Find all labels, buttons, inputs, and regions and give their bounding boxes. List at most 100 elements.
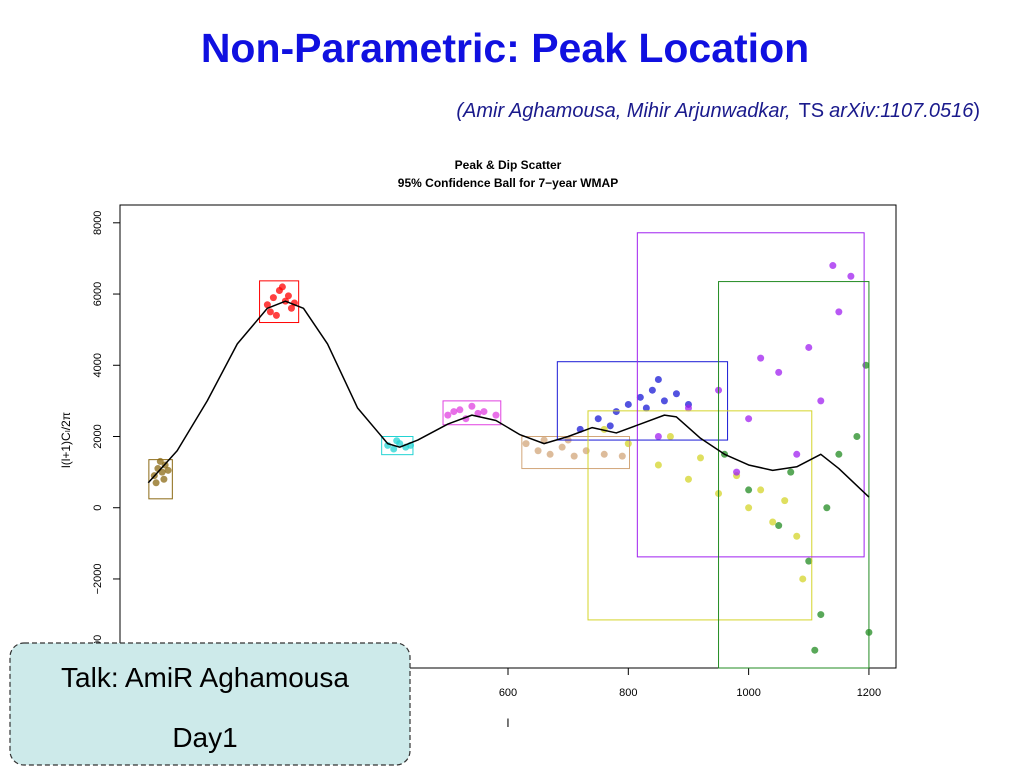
scatter-point bbox=[272, 311, 280, 319]
scatter-point bbox=[269, 294, 277, 302]
confidence-box bbox=[556, 361, 729, 441]
scatter-point bbox=[745, 415, 753, 423]
scatter-point bbox=[781, 497, 789, 505]
confidence-box bbox=[259, 280, 300, 324]
scatter-point bbox=[468, 402, 476, 410]
scatter-point bbox=[164, 466, 172, 474]
scatter-point bbox=[390, 445, 398, 453]
citation-arxiv: arXiv:1107.0516 bbox=[829, 100, 974, 122]
scatter-point bbox=[534, 447, 542, 455]
scatter-point bbox=[757, 486, 765, 494]
scatter-point bbox=[152, 479, 160, 487]
citation-close: ) bbox=[973, 100, 980, 122]
scatter-point bbox=[684, 475, 692, 483]
scatter-point bbox=[570, 452, 578, 460]
scatter-point bbox=[666, 433, 674, 440]
x-tick-label: 1000 bbox=[736, 687, 760, 699]
scatter-point bbox=[823, 504, 831, 512]
y-tick-label: 6000 bbox=[92, 282, 104, 306]
scatter-point bbox=[787, 468, 795, 476]
slide-title: Non-Parametric: Peak Location bbox=[201, 25, 809, 71]
scatter-point bbox=[582, 447, 590, 455]
scatter-point bbox=[745, 486, 753, 494]
scatter-point bbox=[284, 292, 292, 300]
scatter-point bbox=[745, 504, 753, 512]
scatter-point bbox=[769, 518, 777, 526]
scatter-point bbox=[793, 532, 801, 540]
scatter-point bbox=[757, 354, 765, 362]
scatter-point bbox=[733, 468, 741, 476]
scatter-point bbox=[160, 475, 168, 483]
confidence-box bbox=[587, 410, 813, 621]
scatter-point bbox=[684, 404, 692, 412]
confidence-box bbox=[636, 232, 865, 558]
scatter-point bbox=[266, 308, 274, 316]
callout-line: Day1 bbox=[172, 722, 237, 753]
confidence-box bbox=[718, 281, 870, 669]
y-tick-label: 4000 bbox=[92, 353, 104, 377]
scatter-point bbox=[624, 440, 632, 448]
scatter-point bbox=[492, 411, 500, 419]
confidence-box bbox=[148, 459, 173, 500]
citation-ts: TS bbox=[799, 100, 825, 122]
scatter-point bbox=[799, 575, 807, 583]
y-tick-label: −2000 bbox=[92, 564, 104, 595]
scatter-point bbox=[817, 611, 825, 619]
scatter-point bbox=[156, 457, 164, 465]
scatter-point bbox=[654, 461, 662, 469]
scatter-point bbox=[648, 386, 656, 394]
scatter-point bbox=[654, 376, 662, 384]
x-axis-label: l bbox=[507, 716, 510, 730]
scatter-point bbox=[287, 304, 295, 312]
scatter-point bbox=[672, 390, 680, 398]
y-tick-label: 0 bbox=[92, 505, 104, 511]
fitted-curve bbox=[147, 300, 870, 498]
scatter-point bbox=[696, 454, 704, 462]
plot-frame bbox=[119, 204, 897, 669]
scatter-point bbox=[775, 368, 783, 376]
scatter-point bbox=[618, 452, 626, 460]
scatter-point bbox=[817, 397, 825, 405]
scatter-point bbox=[522, 440, 530, 448]
scatter-point bbox=[829, 262, 837, 270]
chart-title: Peak & Dip Scatter bbox=[455, 158, 562, 172]
scatter-point bbox=[642, 404, 650, 412]
scatter-point bbox=[546, 450, 554, 458]
callout: Talk: AmiR Aghamousa Day1 bbox=[9, 642, 411, 766]
scatter-point bbox=[636, 393, 644, 401]
scatter-point bbox=[805, 343, 813, 351]
scatter-point bbox=[805, 557, 813, 565]
citation: (Amir Aghamousa, Mihir Arjunwadkar, TS arX… bbox=[456, 100, 980, 122]
callout-line: Talk: AmiR Aghamousa bbox=[61, 662, 349, 693]
scatter-point bbox=[450, 408, 458, 416]
scatter-point bbox=[594, 415, 602, 423]
scatter-point bbox=[811, 646, 819, 654]
scatter-point bbox=[775, 522, 783, 530]
scatter-point bbox=[263, 301, 271, 309]
scatter-point bbox=[278, 283, 286, 291]
confidence-box bbox=[442, 400, 502, 426]
plot-area: 60080010001200−4000−20000200040006000800… bbox=[92, 211, 881, 699]
scatter-point bbox=[456, 406, 464, 414]
scatter-point bbox=[793, 450, 801, 458]
scatter-point bbox=[862, 361, 870, 369]
scatter-point bbox=[654, 433, 662, 440]
chart-subtitle: 95% Confidence Ball for 7−year WMAP bbox=[398, 176, 618, 190]
y-axis-label: l(l+1)Cₗ/2π bbox=[59, 412, 73, 468]
confidence-box bbox=[521, 436, 631, 470]
scatter-point bbox=[480, 408, 488, 416]
scatter-point bbox=[660, 397, 668, 405]
scatter-point bbox=[606, 422, 614, 430]
scatter-point bbox=[847, 272, 855, 280]
scatter-point bbox=[474, 409, 482, 417]
callout-box bbox=[9, 642, 411, 766]
x-tick-label: 800 bbox=[619, 687, 637, 699]
scatter-point bbox=[540, 436, 548, 444]
citation-authors: (Amir Aghamousa, Mihir Arjunwadkar, bbox=[456, 100, 790, 122]
y-tick-label: 8000 bbox=[92, 211, 104, 235]
scatter-point bbox=[600, 450, 608, 458]
x-tick-label: 1200 bbox=[857, 687, 881, 699]
scatter-point bbox=[444, 411, 452, 419]
